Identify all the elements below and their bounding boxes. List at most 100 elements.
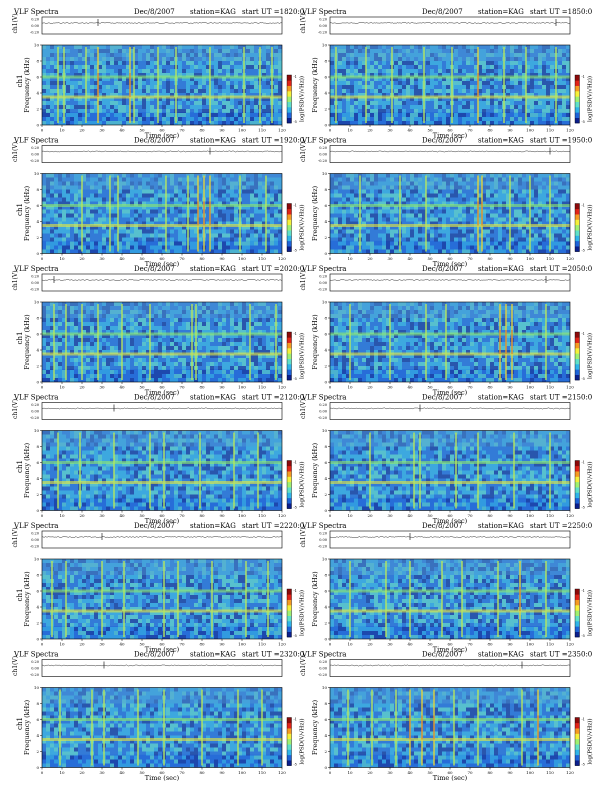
- spectrogram-cell: [230, 249, 234, 254]
- spectrogram-cell: [134, 101, 138, 105]
- spectrogram-cell: [234, 49, 238, 53]
- spectrogram-cell: [98, 237, 102, 242]
- spectrogram-cell: [218, 225, 222, 230]
- spectrogram-cell: [530, 229, 534, 234]
- spectrogram-cell: [158, 105, 162, 109]
- spectrogram-cell: [106, 205, 110, 210]
- spectrogram-cell: [150, 53, 154, 57]
- impulse-spike: [57, 47, 59, 123]
- spectrogram-cell: [406, 45, 410, 49]
- spectrogram-cell: [366, 89, 370, 93]
- spectrogram-cell: [158, 201, 162, 206]
- spectrogram-cell: [414, 49, 418, 53]
- spectrogram-cell: [330, 93, 334, 97]
- spectrogram-cell: [166, 113, 170, 117]
- colorbar-segment: [287, 112, 292, 118]
- spectrogram-cell: [430, 57, 434, 61]
- spectrogram-cell: [350, 113, 354, 117]
- spectrogram-cell: [126, 45, 130, 49]
- spectrogram-cell: [178, 77, 182, 81]
- spectrogram-cell: [550, 117, 554, 121]
- spectrogram-cell: [410, 245, 414, 250]
- spectrogram-cell: [382, 49, 386, 53]
- spectrogram-cell: [542, 221, 546, 226]
- spectrogram-cell: [558, 181, 562, 186]
- spectrogram-cell: [362, 237, 366, 242]
- spectrogram-cell: [566, 101, 570, 105]
- spectrogram-cell: [530, 201, 534, 206]
- spectrogram-cell: [174, 205, 178, 210]
- spectrogram-cell: [78, 73, 82, 77]
- spectrogram-cell: [98, 213, 102, 218]
- spectrogram-cell: [510, 73, 514, 77]
- spectrogram-cell: [490, 241, 494, 246]
- spectrogram-cell: [94, 117, 98, 121]
- spectrogram-cell: [466, 177, 470, 182]
- spectrogram-cell: [414, 241, 418, 246]
- spectrogram-cell: [434, 85, 438, 89]
- spectrogram-cell: [62, 205, 66, 210]
- spectrogram-cell: [74, 241, 78, 246]
- spectrogram-cell: [154, 245, 158, 250]
- spectrogram-cell: [210, 53, 214, 57]
- spectrogram-cell: [550, 81, 554, 85]
- spectrogram-cell: [134, 237, 138, 242]
- spectrogram-cell: [138, 249, 142, 254]
- spectrogram-cell: [546, 209, 550, 214]
- spectrogram-cell: [102, 237, 106, 242]
- spectrogram-cell: [490, 189, 494, 194]
- spectrogram-cell: [154, 81, 158, 85]
- spectrogram-cell: [514, 61, 518, 65]
- spectrogram-cell: [42, 117, 46, 121]
- spectrogram-cell: [546, 101, 550, 105]
- spectrogram-cell: [74, 177, 78, 182]
- spectrogram-cell: [370, 101, 374, 105]
- spectrogram-cell: [70, 173, 74, 178]
- spectrogram-cell: [506, 85, 510, 89]
- spectrogram-cell: [374, 45, 378, 49]
- spectrogram-cell: [230, 121, 234, 125]
- spectrogram-cell: [418, 85, 422, 89]
- spectrogram-cell: [214, 65, 218, 69]
- spectrogram-cell: [106, 49, 110, 53]
- spectrogram-cell: [254, 61, 258, 65]
- spectrogram-cell: [190, 85, 194, 89]
- figure-title: VLF Spectra: [13, 137, 58, 145]
- spectrogram-cell: [386, 85, 390, 89]
- spectrogram-cell: [206, 177, 210, 182]
- spectrogram-cell: [542, 173, 546, 178]
- spectrogram-cell: [370, 45, 374, 49]
- spectrogram-cell: [210, 69, 214, 73]
- spectrogram-cell: [102, 113, 106, 117]
- spectrogram-cell: [374, 121, 378, 125]
- spectrogram-cell: [138, 105, 142, 109]
- spectrogram-cell: [226, 229, 230, 234]
- spectrogram-cell: [398, 85, 402, 89]
- y-tick-label: 8: [36, 187, 39, 192]
- spectrogram-cell: [478, 205, 482, 210]
- spectrogram-cell: [482, 73, 486, 77]
- spectrogram-cell: [446, 117, 450, 121]
- spectrogram-cell: [362, 173, 366, 178]
- spectrogram-cell: [118, 225, 122, 230]
- spectrogram-cell: [170, 229, 174, 234]
- spectrogram-cell: [146, 229, 150, 234]
- spectrogram-cell: [514, 221, 518, 226]
- spectrogram-cell: [138, 213, 142, 218]
- spectrogram-cell: [362, 209, 366, 214]
- spectrogram-cell: [154, 209, 158, 214]
- spectrogram-cell: [218, 177, 222, 182]
- spectrogram-cell: [494, 113, 498, 117]
- spectrogram-cell: [206, 101, 210, 105]
- spectrogram-cell: [350, 73, 354, 77]
- spectrogram-cell: [266, 181, 270, 186]
- spectrogram-cell: [98, 241, 102, 246]
- spectrogram-cell: [118, 53, 122, 57]
- spectrogram-cell: [70, 193, 74, 198]
- spectrogram-cell: [366, 65, 370, 69]
- spectrogram-cell: [506, 209, 510, 214]
- spectrogram-cell: [166, 241, 170, 246]
- spectrogram-cell: [506, 201, 510, 206]
- spectrogram-cell: [54, 245, 58, 250]
- spectrogram-cell: [366, 73, 370, 77]
